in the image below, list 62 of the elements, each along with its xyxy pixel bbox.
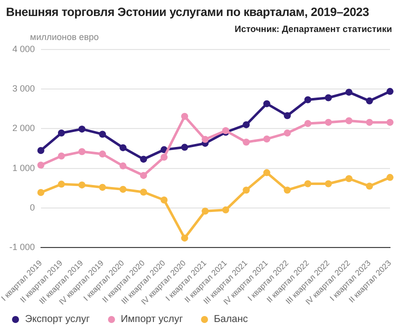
- point: [304, 120, 312, 128]
- point: [202, 208, 209, 215]
- point: [263, 100, 270, 108]
- point: [202, 136, 209, 143]
- point: [78, 126, 86, 133]
- chart-title: Внешняя торговля Эстонии услугами по кварталам, 2019–2023: [6, 5, 369, 19]
- point: [366, 118, 373, 126]
- legend-label: Экспорт услуг: [25, 314, 90, 325]
- y-tick-label: 4 000: [12, 44, 35, 54]
- point: [304, 96, 312, 104]
- point: [58, 180, 65, 188]
- legend-label: Баланс: [214, 314, 248, 325]
- point: [386, 118, 394, 126]
- point: [386, 174, 394, 181]
- point: [160, 154, 168, 161]
- point: [263, 135, 270, 142]
- point: [120, 162, 127, 170]
- point: [284, 112, 291, 120]
- point: [345, 88, 352, 96]
- point: [366, 97, 373, 104]
- point: [345, 175, 352, 182]
- y-tick-label: 2 000: [12, 123, 35, 134]
- point: [284, 130, 291, 137]
- point: [140, 156, 148, 163]
- legend-label: Импорт услуг: [120, 314, 183, 325]
- point: [98, 150, 106, 158]
- point: [58, 152, 65, 160]
- point: [366, 182, 373, 190]
- point: [304, 180, 312, 188]
- point: [222, 206, 230, 214]
- point: [263, 169, 270, 176]
- y-tick-label: 3 000: [12, 84, 35, 94]
- point: [242, 186, 250, 194]
- point: [242, 138, 250, 146]
- point: [37, 146, 44, 154]
- point: [345, 117, 352, 124]
- point: [140, 172, 148, 179]
- point: [37, 188, 44, 196]
- point: [284, 186, 291, 194]
- point: [98, 184, 106, 191]
- point: [242, 121, 250, 128]
- y-tick-label: 1 000: [12, 162, 35, 173]
- point: [324, 118, 332, 126]
- point: [98, 130, 106, 138]
- point: [324, 180, 332, 188]
- y-axis-title: миллионов евро: [30, 32, 99, 42]
- point: [160, 196, 168, 204]
- point: [140, 188, 148, 196]
- point: [37, 162, 44, 169]
- point: [120, 144, 127, 152]
- point: [324, 94, 332, 102]
- point: [58, 130, 65, 137]
- y-tick-label: -1 000: [9, 242, 35, 252]
- point: [386, 88, 394, 95]
- y-tick-label: 0: [30, 202, 35, 212]
- point: [181, 234, 188, 242]
- point: [78, 181, 86, 188]
- point: [78, 148, 86, 156]
- text: Источник: Департамент статистики: [234, 24, 392, 34]
- point: [181, 144, 188, 151]
- point: [181, 112, 188, 120]
- point: [120, 186, 127, 193]
